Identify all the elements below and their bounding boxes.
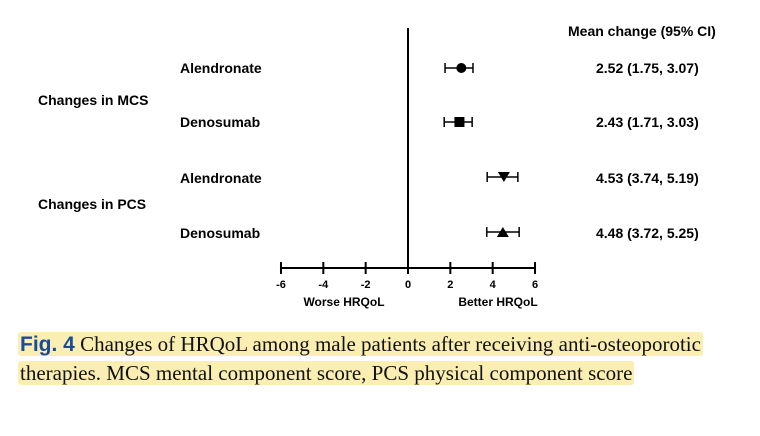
row-label-mcs-alendronate: Alendronate [180, 60, 262, 76]
ci-column-header: Mean change (95% CI) [568, 23, 716, 39]
x-tick-label: 0 [405, 279, 411, 291]
point-estimate-circle [456, 63, 467, 73]
figure-caption: Fig. 4 Changes of HRQoL among male patie… [18, 330, 744, 387]
x-tick-label: -4 [318, 279, 329, 291]
x-tick-label: 2 [447, 279, 453, 291]
estimate-marks [443, 63, 520, 237]
row-label-pcs-alendronate: Alendronate [180, 170, 262, 186]
x-tick-label: -2 [361, 279, 371, 291]
x-axis-ticks: -6 -4 -2 0 2 4 6 [276, 262, 538, 291]
group-label-mcs: Changes in MCS [38, 92, 148, 108]
row-label-pcs-denosumab: Denosumab [180, 225, 260, 241]
ci-text-pcs-denosumab: 4.48 (3.72, 5.25) [596, 225, 699, 241]
ci-text-mcs-alendronate: 2.52 (1.75, 3.07) [596, 60, 699, 76]
point-estimate-triangle-down [497, 172, 510, 182]
x-tick-label: 4 [490, 279, 497, 291]
point-estimate-square [454, 117, 465, 127]
figure-label: Fig. 4 [20, 333, 75, 356]
x-axis-better-label: Better HRQoL [458, 295, 537, 309]
point-estimate-triangle-up [496, 227, 509, 237]
group-label-pcs: Changes in PCS [38, 196, 146, 212]
row-label-mcs-denosumab: Denosumab [180, 114, 260, 130]
ci-text-mcs-denosumab: 2.43 (1.71, 3.03) [596, 114, 699, 130]
x-axis-worse-label: Worse HRQoL [303, 295, 384, 309]
ci-text-pcs-alendronate: 4.53 (3.74, 5.19) [596, 170, 699, 186]
x-tick-label: 6 [532, 279, 538, 291]
caption-text: Changes of HRQoL among male patients aft… [20, 332, 701, 385]
forest-plot: Mean change (95% CI) -6 -4 -2 0 2 4 6 Worse HR… [38, 23, 716, 309]
x-tick-label: -6 [276, 279, 286, 291]
